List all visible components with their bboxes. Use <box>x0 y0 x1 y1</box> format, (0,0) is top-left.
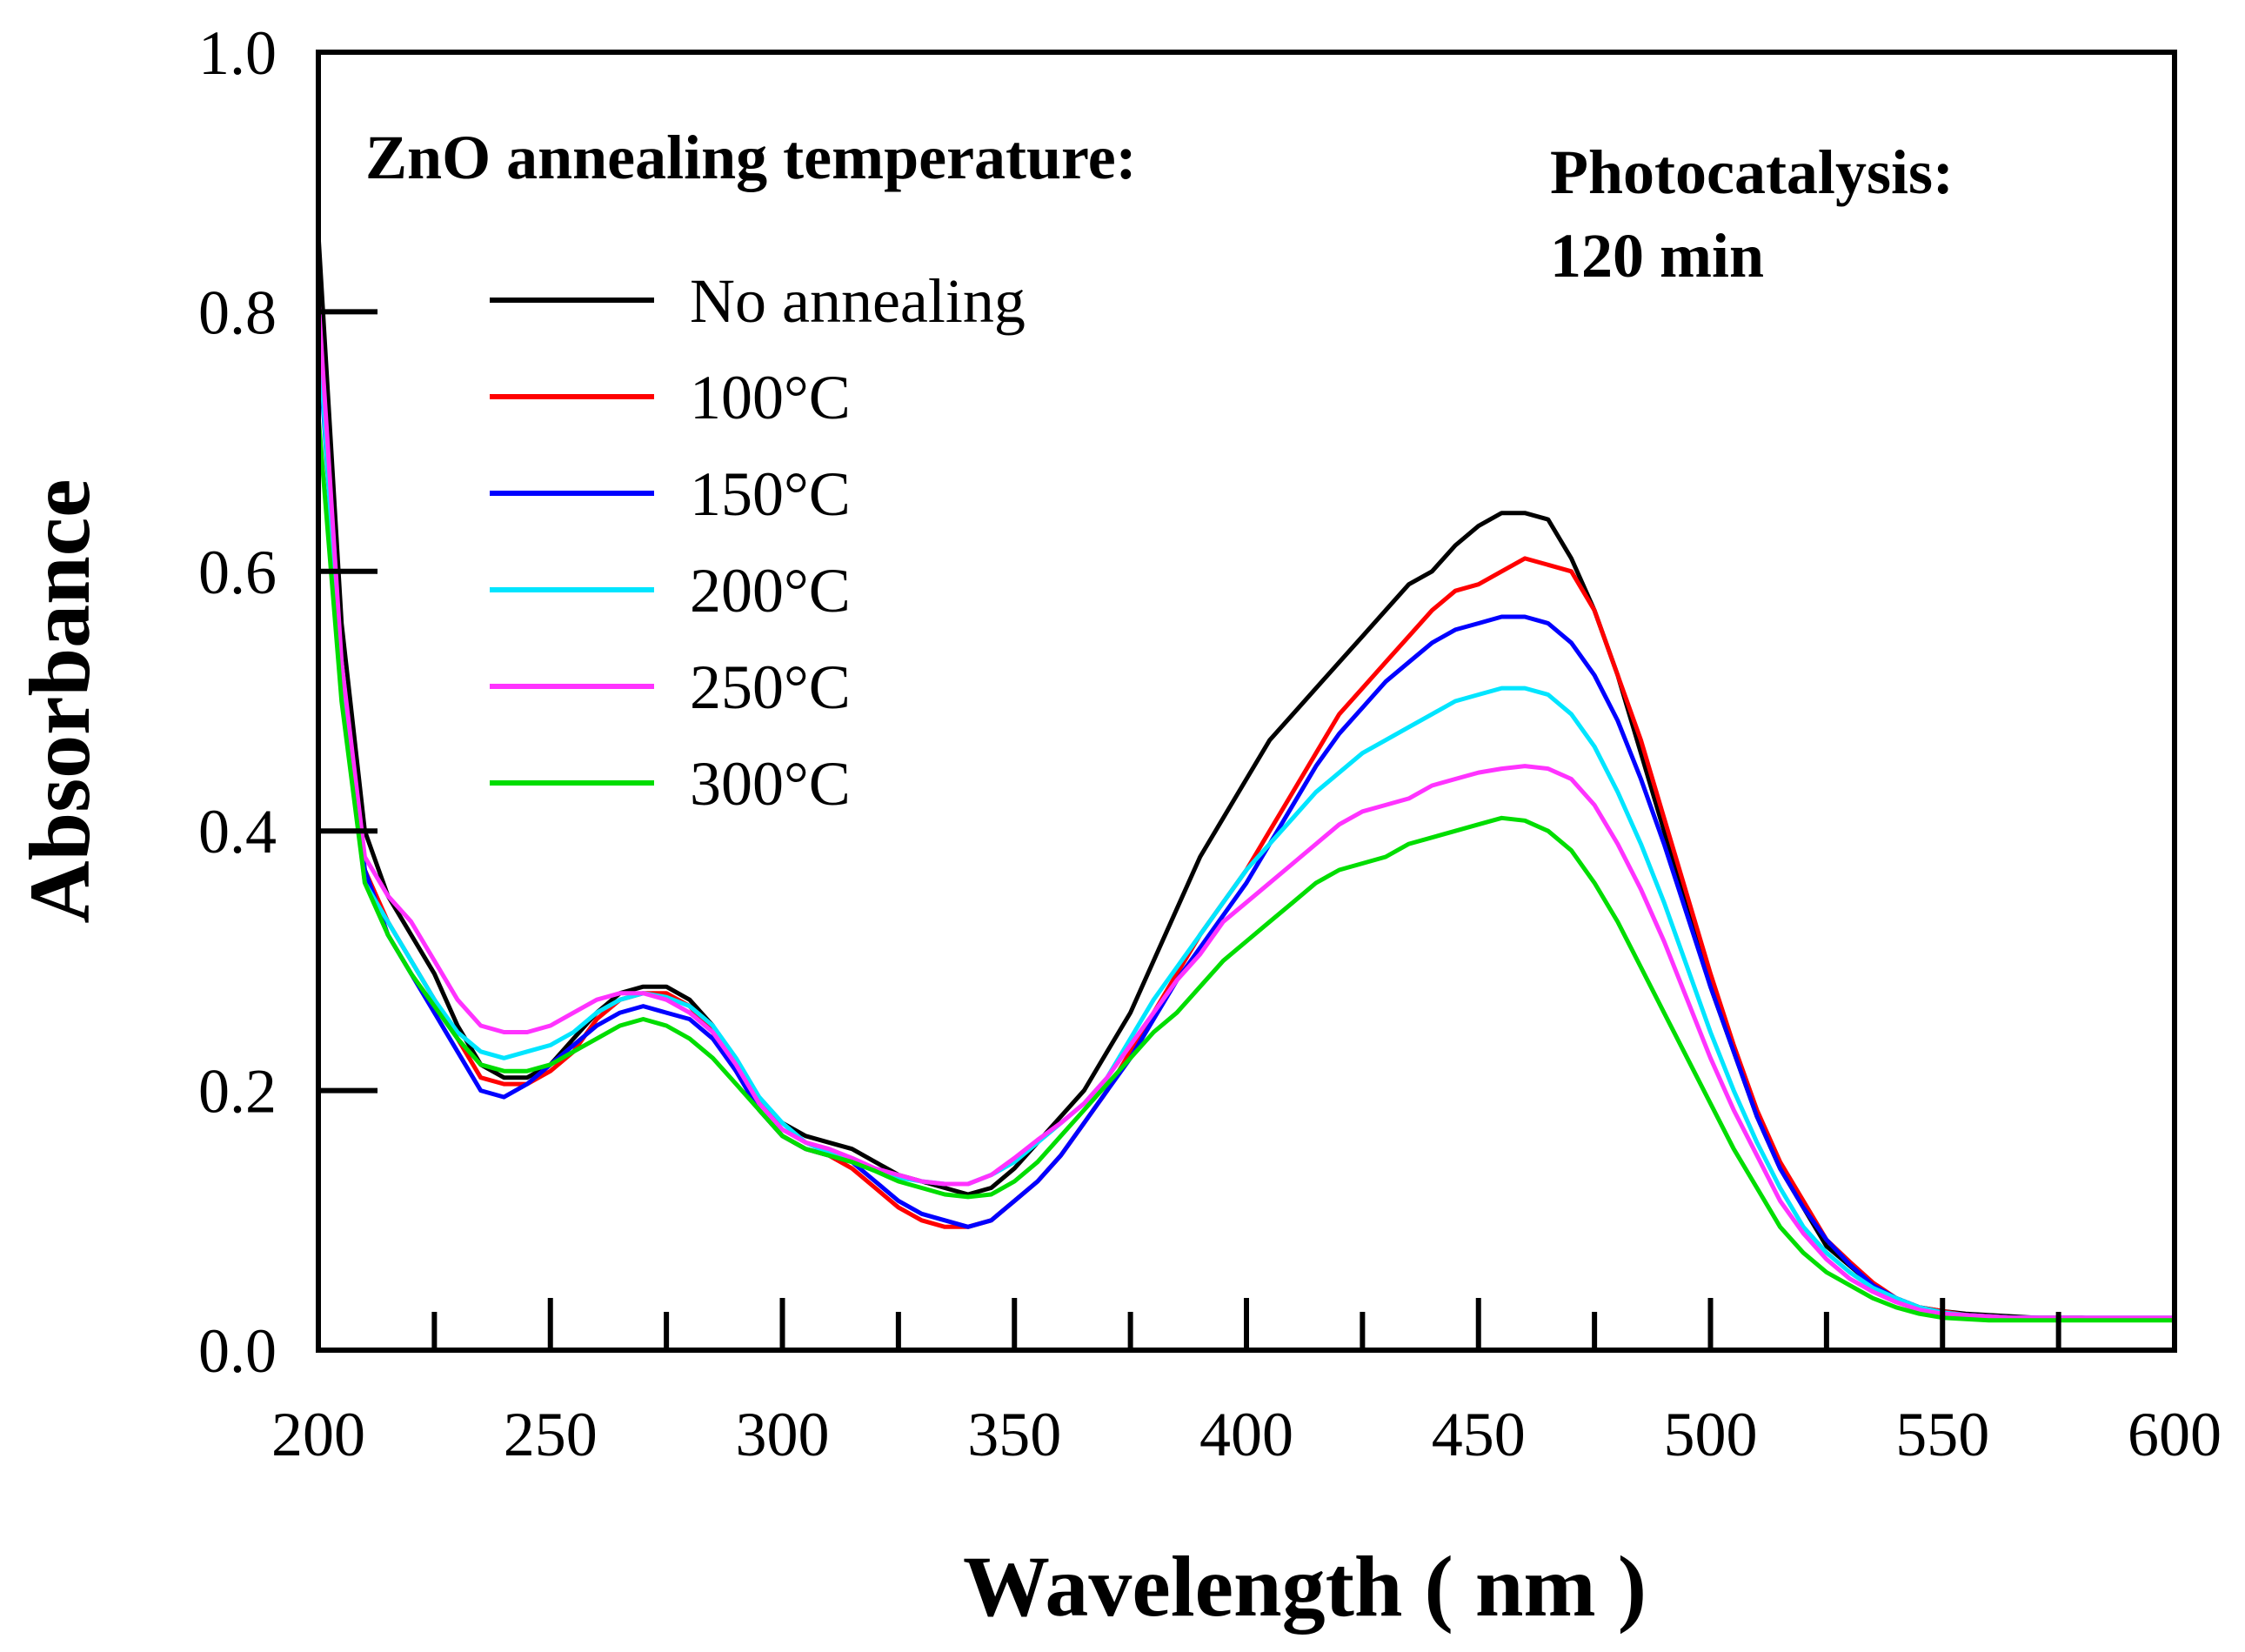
y-tick-label-0.8: 0.8 <box>198 278 277 347</box>
axis-ticks: 200 250 300 350 400 450 500 550 600 0.0 0.2 0.4 0.6 0… <box>198 18 2222 1469</box>
y-axis-title: Absorbance <box>11 478 108 923</box>
x-tick-label-400: 400 <box>1199 1400 1293 1469</box>
series-line-4 <box>316 297 2177 1321</box>
x-tick-label-500: 500 <box>1664 1400 1758 1469</box>
annotation-photocatalysis: Photocatalysis: <box>1550 137 1954 207</box>
plot-frame <box>316 50 2177 1353</box>
x-tick-label-550: 550 <box>1895 1400 1989 1469</box>
x-tick-label-300: 300 <box>736 1400 830 1469</box>
y-tick-label-1.0: 1.0 <box>198 18 277 88</box>
legend-label-2: 150°C <box>690 459 851 529</box>
series-line-3 <box>316 322 2177 1321</box>
legend: No annealing 100°C 150°C 200°C 250°C 300°C <box>490 266 1026 819</box>
x-tick-label-200: 200 <box>271 1400 365 1469</box>
x-tick-label-250: 250 <box>504 1400 598 1469</box>
legend-label-4: 250°C <box>690 652 851 722</box>
legend-title: ZnO annealing temperature: <box>365 123 1137 192</box>
series-line-1 <box>316 309 2177 1321</box>
x-tick-label-350: 350 <box>967 1400 1061 1469</box>
x-tick-label-450: 450 <box>1432 1400 1526 1469</box>
y-tick-label-0.6: 0.6 <box>198 538 277 607</box>
x-tick-label-600: 600 <box>2128 1400 2222 1469</box>
series-line-5 <box>316 413 2177 1323</box>
y-tick-label-0.2: 0.2 <box>198 1057 277 1127</box>
y-tick-label-0.0: 0.0 <box>198 1316 277 1386</box>
series-curves <box>316 231 2177 1323</box>
x-axis-title: Wavelength ( nm ) <box>963 1538 1647 1635</box>
legend-label-3: 200°C <box>690 556 851 625</box>
legend-label-0: No annealing <box>690 266 1026 336</box>
annotation-time: 120 min <box>1550 221 1764 291</box>
legend-label-5: 300°C <box>690 749 851 819</box>
legend-label-1: 100°C <box>690 363 851 432</box>
y-tick-label-0.4: 0.4 <box>198 797 277 866</box>
series-line-2 <box>316 335 2177 1321</box>
